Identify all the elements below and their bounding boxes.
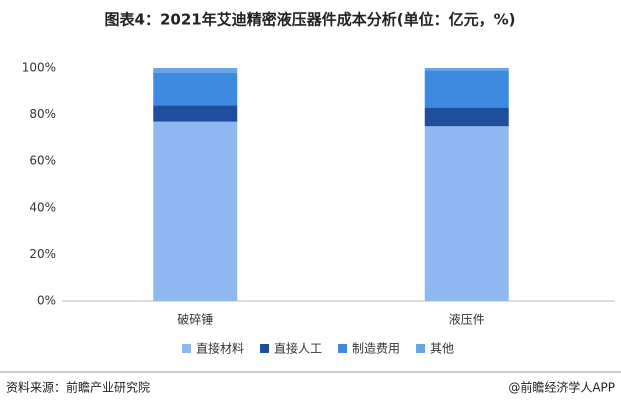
legend-label: 制造费用 (352, 342, 400, 356)
y-tick-label: 80% (29, 107, 56, 121)
y-tick-label: 20% (29, 247, 56, 261)
bar-segment (424, 107, 509, 127)
y-tick-label: 60% (29, 154, 56, 168)
bar-segment (153, 72, 238, 106)
legend-marker (260, 344, 270, 353)
legend-label: 其他 (430, 342, 454, 356)
legend-marker (416, 344, 426, 353)
credit: @前瞻经济学人APP (508, 380, 615, 395)
bar-segment (424, 68, 509, 71)
bar-segment (153, 105, 238, 122)
legend-label: 直接人工 (274, 341, 322, 356)
bar-segment (424, 126, 509, 301)
source: 资料来源：前瞻产业研究院 (6, 380, 150, 395)
legend-label: 直接材料 (196, 341, 244, 356)
bar-segment (153, 121, 238, 301)
chart-title: 图表4：2021年艾迪精密液压器件成本分析(单位：亿元，%) (105, 11, 516, 29)
y-tick-label: 0% (37, 294, 56, 308)
legend-marker (338, 344, 348, 353)
y-tick-label: 100% (22, 61, 56, 75)
x-tick-label: 液压件 (449, 312, 485, 327)
y-tick-label: 40% (29, 200, 56, 214)
legend-marker (182, 344, 191, 353)
bar-segment (153, 68, 238, 73)
x-tick-label: 破碎锤 (177, 312, 213, 327)
bar-segment (424, 70, 509, 108)
